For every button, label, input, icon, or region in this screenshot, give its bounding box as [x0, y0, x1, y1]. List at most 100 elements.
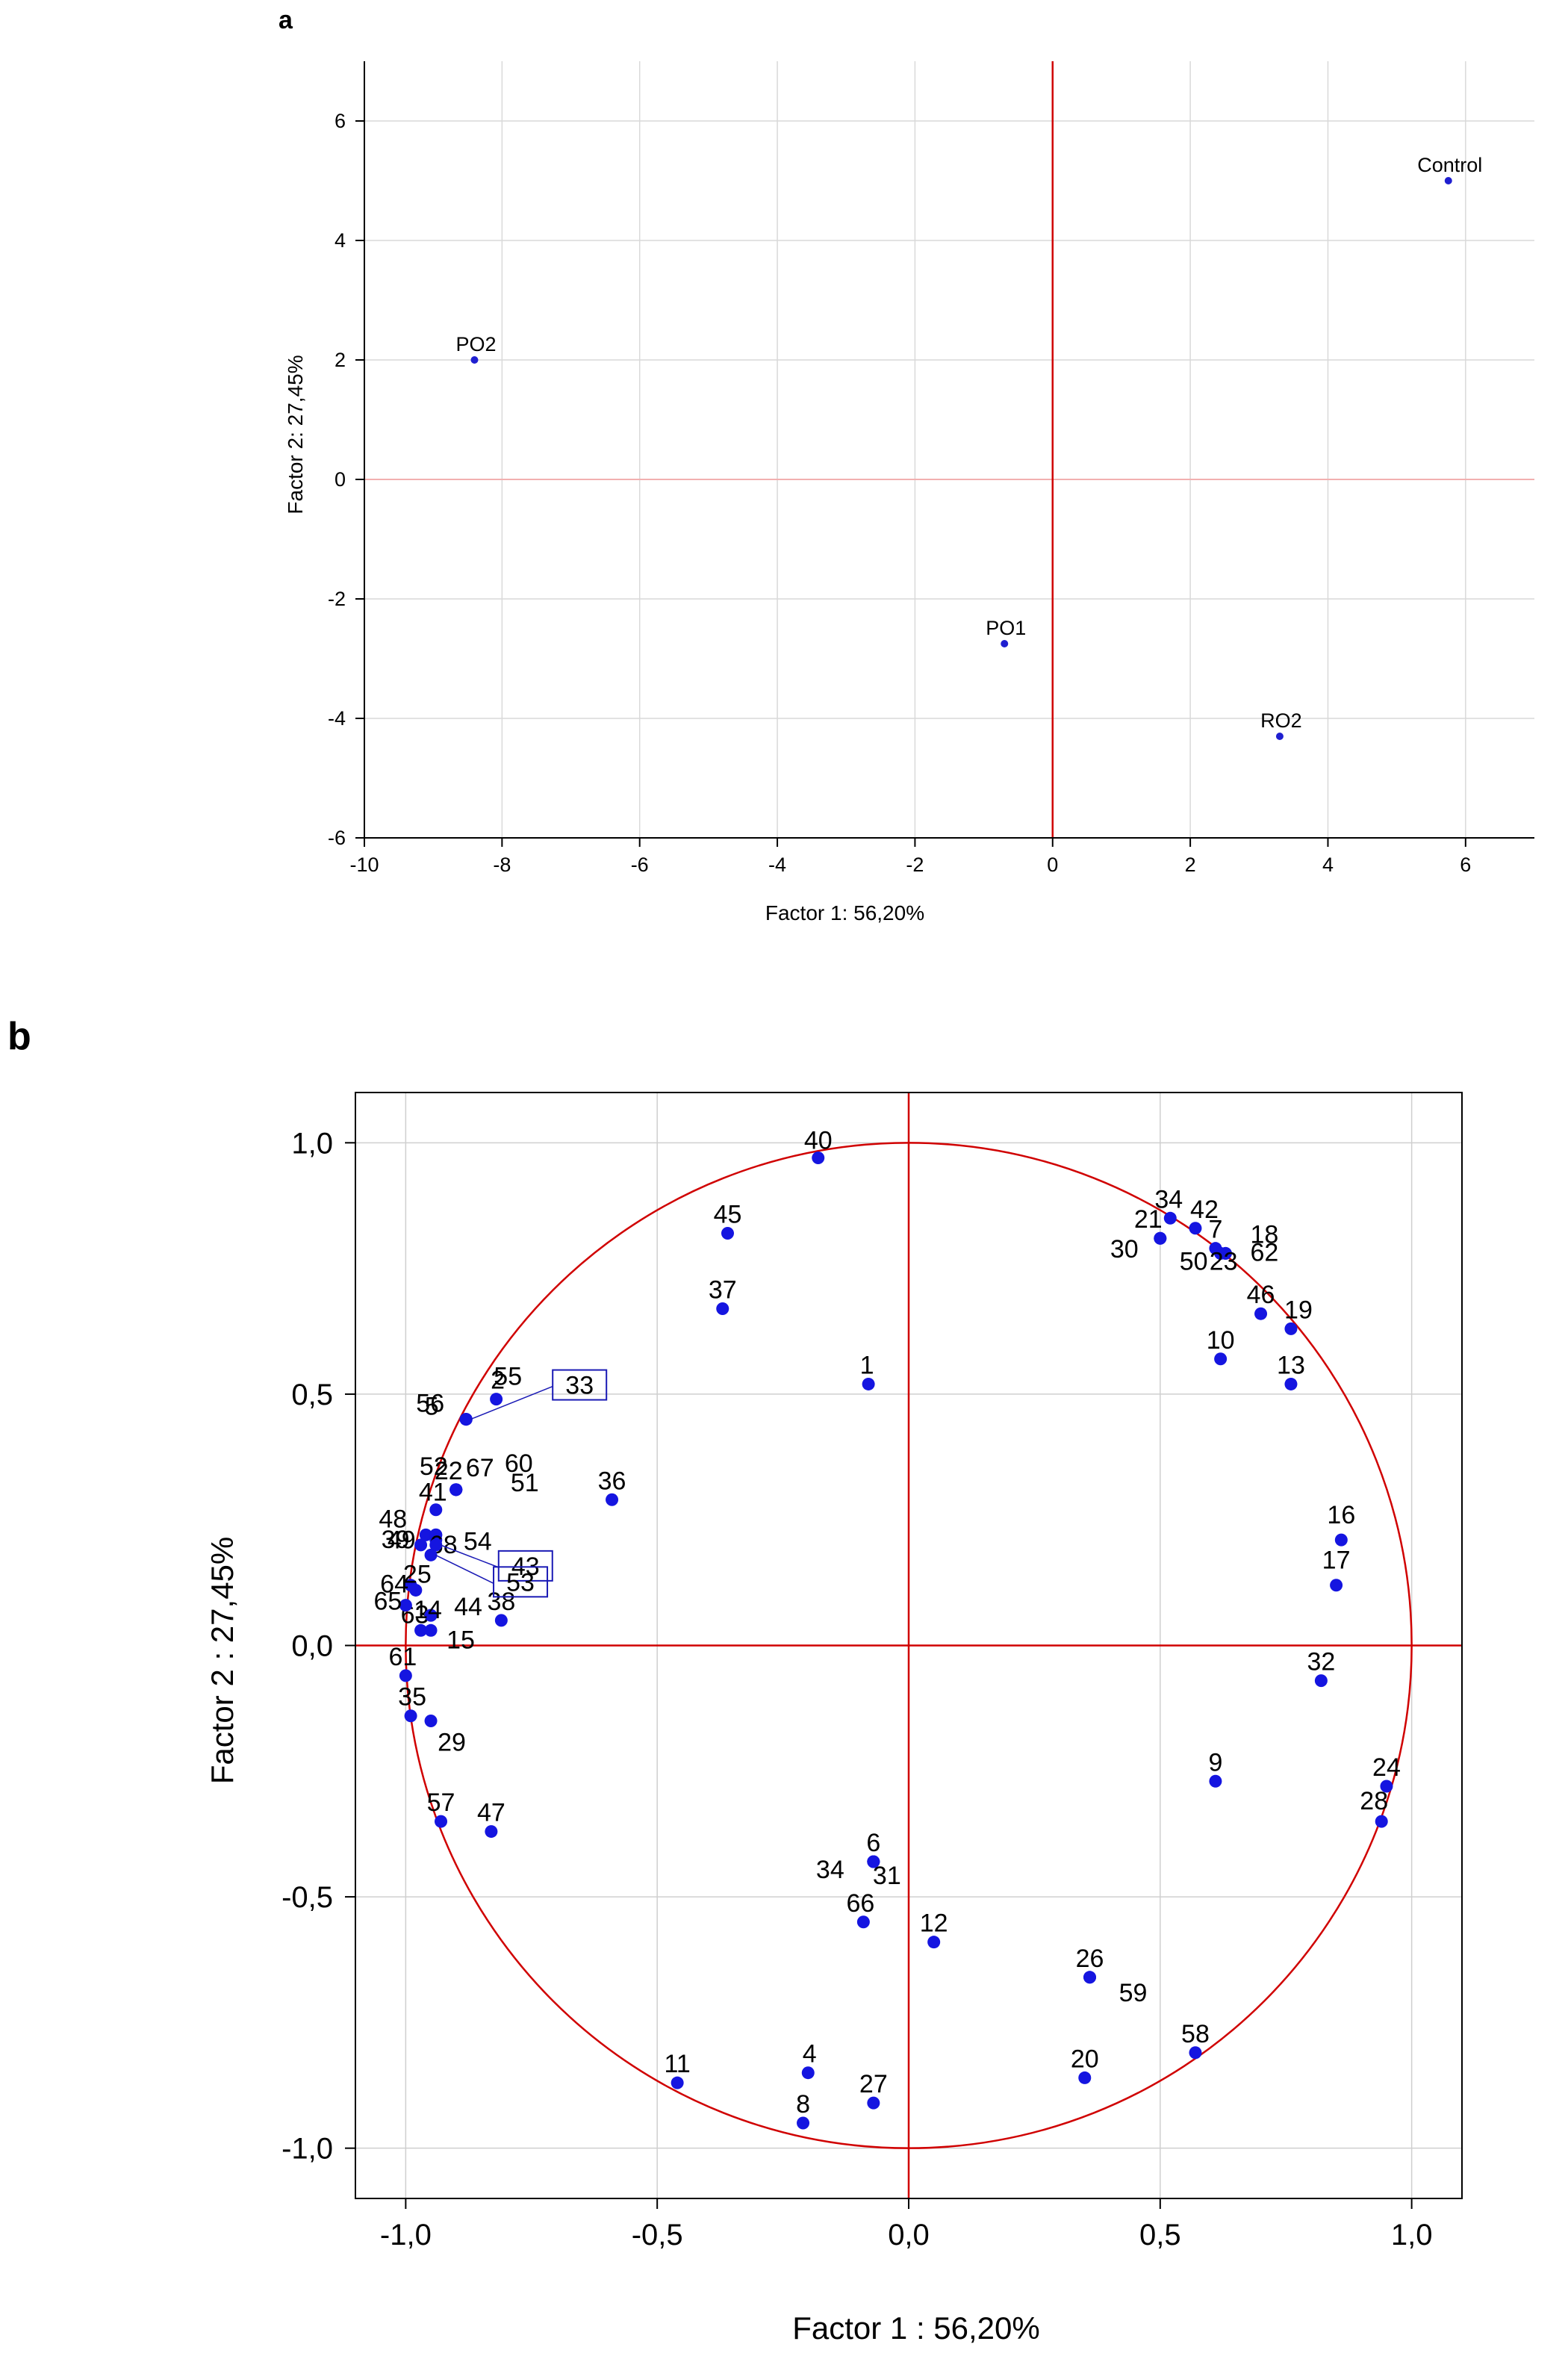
data-label: 24 [1372, 1753, 1401, 1782]
data-label: 53 [506, 1568, 535, 1597]
data-point [1163, 1211, 1177, 1225]
data-label: 1 [860, 1351, 874, 1379]
data-label: 20 [1071, 2045, 1099, 2073]
data-label: 28 [1360, 1787, 1388, 1815]
label-box [497, 1550, 553, 1582]
data-point [1284, 1322, 1298, 1335]
data-point [424, 1609, 438, 1622]
data-label: 37 [709, 1275, 737, 1304]
data-label: RO2 [1260, 709, 1302, 732]
data-label: 51 [511, 1469, 539, 1497]
data-label: 35 [398, 1683, 426, 1712]
data-point [449, 1483, 463, 1497]
label-leader-line [470, 1385, 553, 1420]
data-point [399, 1669, 412, 1682]
data-label: 66 [846, 1889, 874, 1918]
data-label: 9 [1208, 1748, 1222, 1777]
data-point [429, 1503, 443, 1517]
data-label: 49 [388, 1526, 416, 1554]
data-label: 57 [427, 1788, 455, 1817]
data-point [1001, 640, 1009, 647]
data-point [1214, 1246, 1228, 1260]
label-box [552, 1369, 608, 1401]
data-point [1214, 1352, 1228, 1366]
data-point [1314, 1674, 1328, 1688]
data-point [856, 1915, 870, 1929]
data-label: 2 [491, 1367, 505, 1395]
data-point [419, 1528, 432, 1541]
data-label: PO2 [455, 333, 496, 355]
data-label: Control [1417, 154, 1482, 176]
data-label: 16 [1327, 1501, 1355, 1529]
data-label: 19 [1284, 1296, 1313, 1324]
data-point [470, 356, 479, 364]
y-tick-label: -2 [328, 588, 346, 610]
label-leader-line [440, 1544, 500, 1568]
x-tick-label: 1,0 [1391, 2219, 1433, 2251]
y-tick-label: 4 [335, 229, 346, 252]
data-label: 12 [920, 1909, 948, 1938]
y-tick-label: 6 [335, 110, 346, 132]
data-label: 46 [1247, 1281, 1275, 1309]
data-label: 14 [414, 1596, 442, 1624]
data-label: 26 [1076, 1945, 1104, 1973]
data-point [399, 1599, 412, 1612]
label-leader-line [435, 1554, 494, 1585]
data-label: 13 [1277, 1351, 1305, 1379]
data-label: 59 [1119, 1979, 1148, 2007]
data-point [1284, 1377, 1298, 1390]
data-point [1189, 1222, 1202, 1235]
data-point [1275, 733, 1284, 740]
data-label: 33 [565, 1372, 594, 1400]
chart-b: -1,0 -0,5 0,0 0,5 1,0 1,0 0,5 0,0 -0,5 -1,0 Factor… [205, 1092, 1463, 2346]
data-label: 29 [438, 1728, 466, 1756]
y-tick-label: -1,0 [281, 2133, 333, 2166]
data-point [801, 2066, 815, 2080]
x-tick-label: 0 [1047, 854, 1058, 876]
data-label: 30 [1110, 1235, 1139, 1264]
data-point [721, 1226, 734, 1240]
data-label: 64 [380, 1570, 408, 1599]
data-label: 22 [435, 1457, 463, 1485]
x-tick-label: -4 [768, 854, 786, 876]
y-tick-label: 0,0 [291, 1630, 333, 1663]
data-label: 62 [1250, 1238, 1278, 1267]
data-point [1444, 177, 1452, 184]
data-label: 7 [1208, 1216, 1222, 1244]
data-point [424, 1623, 438, 1637]
data-label: 50 [1180, 1247, 1208, 1275]
data-point [459, 1413, 473, 1426]
data-point [606, 1493, 619, 1506]
data-label: 34 [1154, 1185, 1183, 1213]
data-point [494, 1614, 508, 1627]
label-box [493, 1566, 549, 1598]
x-tick-label: -10 [349, 854, 379, 876]
data-label: 58 [1181, 2020, 1210, 2048]
data-label: 11 [664, 2050, 690, 2078]
data-label: 52 [420, 1452, 448, 1481]
data-label: 40 [804, 1127, 833, 1155]
data-point [435, 1815, 448, 1828]
data-label: 48 [379, 1505, 407, 1533]
data-point [1330, 1579, 1343, 1592]
x-tick-label: -6 [631, 854, 649, 876]
data-point [424, 1548, 438, 1561]
data-label: 15 [447, 1626, 475, 1654]
data-label: 18 [1250, 1220, 1278, 1249]
data-label: 36 [598, 1467, 626, 1495]
data-label: 45 [714, 1200, 742, 1228]
y-axis-label: Factor 2: 27,45% [284, 355, 307, 514]
data-label: 39 [382, 1526, 410, 1554]
x-axis-label: Factor 1 : 56,20% [792, 2310, 1040, 2346]
x-tick-label: -0,5 [632, 2219, 683, 2251]
data-label: 61 [388, 1643, 417, 1671]
x-tick-label: 4 [1322, 854, 1334, 876]
data-point [1209, 1774, 1222, 1788]
x-tick-label: -8 [493, 854, 511, 876]
data-point [414, 1538, 428, 1552]
data-label: 56 [416, 1390, 444, 1418]
data-label: 34 [816, 1856, 844, 1884]
y-tick-label: -6 [328, 827, 346, 849]
y-tick-label: -4 [328, 707, 346, 730]
